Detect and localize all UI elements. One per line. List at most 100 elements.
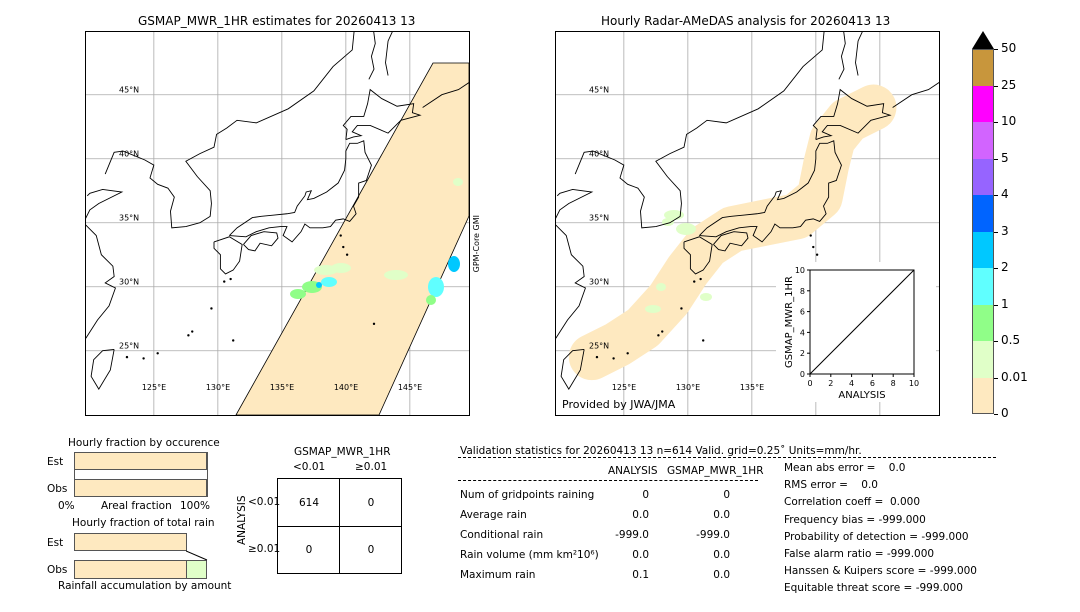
colorbar-segment [972,231,994,268]
lon-label: 135°E [740,383,764,392]
ct-col-label-1: ≥0.01 [355,461,388,473]
left-map: 45°N 40°N 35°N 30°N 25°N 125°E 130°E 135°E 140°E… [85,31,470,416]
lat-label: 25°N [119,342,139,351]
colorbar-tick [994,377,998,379]
one-to-one-line [809,269,915,375]
island [595,355,599,359]
lon-label: 140°E [334,383,358,392]
contingency-table: 614 0 0 0 [277,478,402,574]
island [372,322,376,326]
stats-row-label: Maximum rain [460,569,536,581]
tr-est-bar [74,533,187,551]
colorbar-tick-label: 0 [1001,406,1009,420]
stats-row-gsmap: -999.0 [696,529,730,541]
stats-row-label: Rain volume (mm km²10⁶) [460,549,599,561]
colorbar-segment [972,377,994,414]
colorbar: 0 0.01 0.5 1 2 3 4 5 10 25 50 [972,31,1028,420]
score-line: Equitable threat score = -999.000 [784,582,963,595]
stats-header: Validation statistics for 20260413 13 n=… [460,445,862,457]
rain-patch [290,289,306,299]
coastline-sakhalin [838,32,846,80]
coastline-shikoku [243,231,279,252]
lat-label: 30°N [119,278,139,287]
coastline-hokkaido [342,88,422,140]
tr-connector-line [186,550,208,561]
colorbar-tick-label: 2 [1001,260,1009,274]
colorbar-tick-label: 3 [1001,223,1009,238]
occ-est-bar [74,452,207,470]
lat-label: 35°N [119,214,139,223]
coastline-china [86,224,116,339]
lon-label: 125°E [612,383,636,392]
island [191,330,194,333]
colorbar-segment [972,195,994,232]
colorbar-segment [972,49,994,86]
lon-label: 135°E [270,383,294,392]
ct-cell: 0 [305,544,313,556]
x-tick-label: 0 [807,379,812,388]
stats-row-gsmap: 0.0 [713,549,730,561]
sensor-label: GPM-Core GMI [472,215,481,273]
tr-obs-bar [74,560,187,579]
coastline-kurils [422,82,469,108]
colorbar-tick [994,158,998,160]
stats-row-analysis: 0 [642,489,649,501]
coastline-taiwan [90,348,115,390]
occ-obs-label: Obs [47,483,68,495]
island [187,334,190,337]
island [232,339,235,342]
island [125,355,129,359]
score-line: RMS error = 0.0 [784,479,878,492]
radar-coverage [568,84,897,381]
island [210,307,213,310]
lat-label: 25°N [589,342,609,351]
stats-row-gsmap: 0 [723,489,730,501]
colorbar-tick [994,268,998,269]
colorbar-frame [972,49,994,414]
stats-col2: GSMAP_MWR_1HR [667,465,764,477]
coastline-hokkaido [812,88,892,140]
colorbar-tick [994,414,998,415]
colorbar-segment [972,341,994,378]
x-tick-label: 10 [909,379,919,388]
colorbar-tick-label: 10 [1001,114,1017,128]
occ-axis-left: 0% [58,500,75,512]
colorbar-segment [972,158,994,195]
stats-row-analysis: 0.1 [632,569,649,581]
rain-patch [384,270,408,280]
colorbar-tick-label: 1 [1001,296,1009,311]
inset-scatter: 00 2 2 4 4 6 6 8 8 10 10 ANALYSIS GSMAP_MWR_1HR [776,262,936,402]
stats-col1: ANALYSIS [608,465,658,477]
ct-col-label-0: <0.01 [293,461,326,473]
coastline-sakhalin [368,32,376,80]
tr-est-label: Est [47,537,64,549]
inset-xlabel: ANALYSIS [838,390,885,401]
coastline-korea_russia [556,188,594,219]
colorbar-tick [994,341,998,342]
colorbar-tick-label: 25 [1001,77,1017,92]
stats-row-analysis: 0.0 [632,549,649,561]
coastline-liaodong [574,32,825,229]
rain-patch [426,295,436,305]
y-tick-label: 6 [800,308,805,317]
colorbar-tick-label: 4 [1001,187,1009,201]
island [339,234,342,237]
colorbar-tick-label: 0.5 [1001,333,1021,347]
island [626,352,629,355]
coastline-honshu [699,140,842,243]
coastline-korea_russia [86,188,124,219]
stats-row-analysis: 0.0 [632,509,649,521]
coastline-shikoku [713,231,749,252]
colorbar-tick [994,231,998,233]
coastline-kurils [892,82,939,108]
light-rain-patch [656,283,666,291]
stats-col-divider [458,480,758,481]
total-rain-title: Hourly fraction of total rain [72,517,215,529]
ct-row-label-1: ≥0.01 [248,543,281,555]
island [142,357,145,360]
lat-label: 35°N [589,214,609,223]
satellite-swath [235,62,469,415]
island [223,280,226,283]
tr-obs-bar-light-rain [186,560,207,579]
